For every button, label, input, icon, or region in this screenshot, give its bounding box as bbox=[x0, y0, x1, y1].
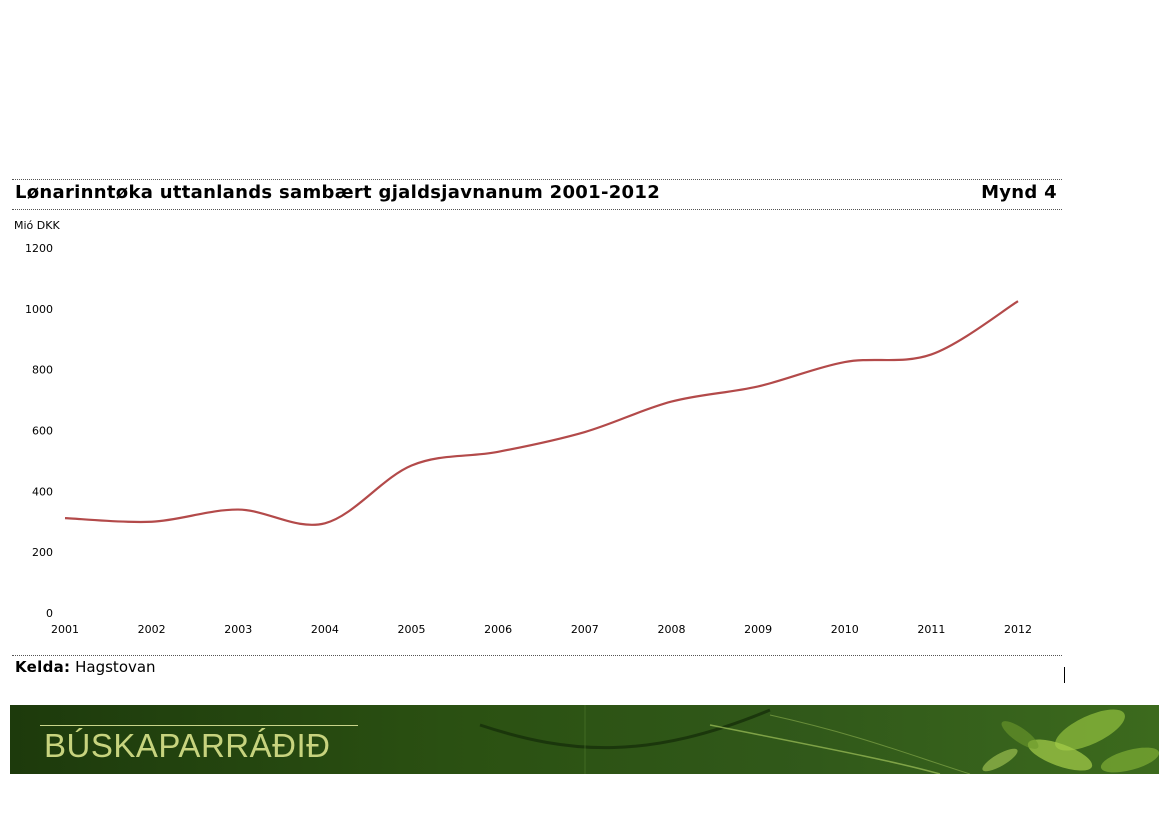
x-tick-label: 2005 bbox=[398, 623, 426, 636]
line-chart: Mió DKK 0 200 400 600 800 1000 1200 2001 2002 2003… bbox=[14, 219, 1032, 636]
y-tick-label: 600 bbox=[32, 425, 53, 438]
text-cursor bbox=[1064, 667, 1065, 683]
x-tick-label: 2008 bbox=[657, 623, 685, 636]
source-line: Kelda: Hagstovan bbox=[12, 655, 1062, 676]
y-tick-label: 0 bbox=[46, 607, 53, 620]
x-tick-label: 2009 bbox=[744, 623, 772, 636]
y-axis-label: Mió DKK bbox=[14, 219, 60, 232]
x-tick-label: 2012 bbox=[1004, 623, 1032, 636]
x-tick-label: 2003 bbox=[224, 623, 252, 636]
footer-banner: BÚSKAPARRÁÐIÐ bbox=[10, 705, 1159, 774]
x-tick-label: 2004 bbox=[311, 623, 339, 636]
y-tick-label: 1000 bbox=[25, 303, 53, 316]
source-label: Kelda: bbox=[15, 658, 71, 676]
chart-header: Lønarinntøka uttanlands sambært gjaldsja… bbox=[12, 179, 1062, 210]
y-tick-label: 200 bbox=[32, 546, 53, 559]
figure-number: Mynd 4 bbox=[981, 182, 1057, 203]
series-line bbox=[64, 300, 1019, 526]
y-tick-label: 800 bbox=[32, 364, 53, 377]
x-tick-label: 2007 bbox=[571, 623, 599, 636]
x-tick-label: 2011 bbox=[917, 623, 945, 636]
logo: BÚSKAPARRÁÐIÐ bbox=[44, 727, 331, 764]
x-tick-label: 2010 bbox=[831, 623, 859, 636]
chart-title: Lønarinntøka uttanlands sambært gjaldsja… bbox=[15, 182, 661, 203]
y-tick-label: 400 bbox=[32, 485, 53, 498]
source-text: Kelda: Hagstovan bbox=[15, 658, 156, 676]
logo-rule bbox=[40, 725, 358, 726]
x-tick-label: 2006 bbox=[484, 623, 512, 636]
x-tick-label: 2001 bbox=[51, 623, 79, 636]
banner-decoration bbox=[479, 705, 1159, 774]
source-value: Hagstovan bbox=[75, 658, 156, 676]
y-tick-label: 1200 bbox=[25, 242, 53, 255]
x-tick-label: 2002 bbox=[138, 623, 166, 636]
